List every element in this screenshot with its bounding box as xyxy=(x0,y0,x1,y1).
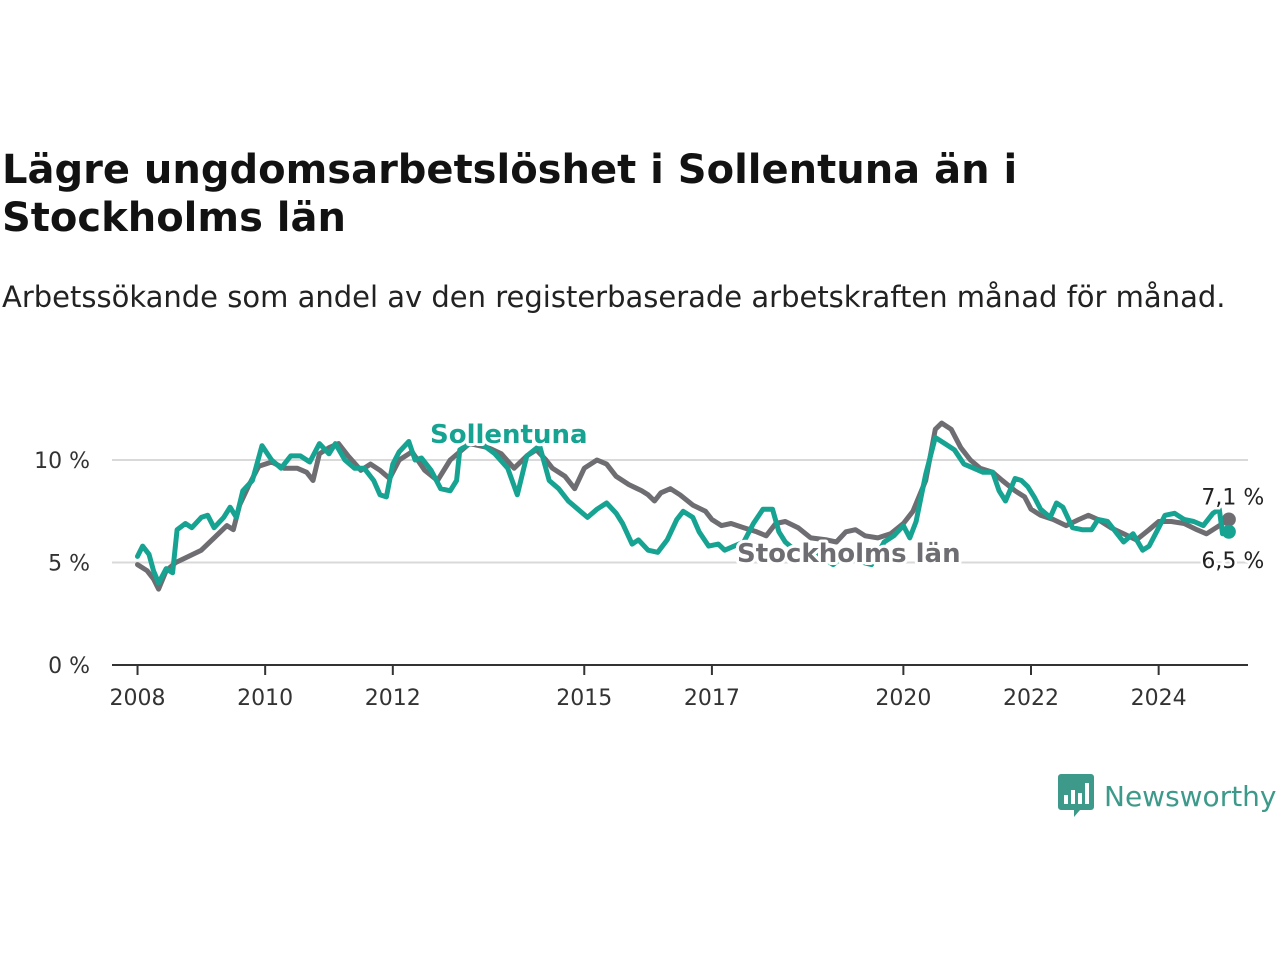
x-axis xyxy=(112,664,1248,675)
newsworthy-logo: Newsworthy xyxy=(1058,774,1277,818)
x-tick-label: 2012 xyxy=(365,686,421,710)
line-chart: 0 % 5 % 10 % 2008 2010 2012 2015 2017 2020 2022 20… xyxy=(34,417,1267,710)
label-layer: 0 % 5 % 10 % 2008 2010 2012 2015 2017 2020 2022 20… xyxy=(34,417,1267,710)
x-tick-label: 2024 xyxy=(1131,686,1187,710)
series-layer xyxy=(135,420,1236,592)
x-tick-label: 2008 xyxy=(110,686,166,710)
end-value-label: 6,5 % xyxy=(1201,549,1264,574)
y-tick-label: 10 % xyxy=(34,449,90,474)
grid-layer xyxy=(112,459,1248,564)
x-tick-label: 2015 xyxy=(556,686,612,710)
series-end-point xyxy=(1221,512,1236,527)
x-tick-label: 2010 xyxy=(237,686,293,710)
x-tick-label: 2020 xyxy=(875,686,931,710)
chart-title: Lägre ungdomsarbetslöshet i Sollentuna ä… xyxy=(2,147,1018,241)
series-label-stockholms-lan: Stockholms län xyxy=(737,539,961,569)
newsworthy-logo-icon xyxy=(1058,774,1094,817)
newsworthy-logo-text: Newsworthy xyxy=(1104,779,1277,813)
y-tick-label: 0 % xyxy=(48,654,90,679)
end-value-label: 7,1 % xyxy=(1201,485,1264,510)
series-end-point xyxy=(1221,524,1236,539)
x-tick-label: 2022 xyxy=(1003,686,1059,710)
x-tick-label: 2017 xyxy=(684,686,740,710)
series-label-sollentuna: Sollentuna xyxy=(430,420,588,450)
series-line-sollentuna xyxy=(135,435,1232,586)
chart-subtitle: Arbetssökande som andel av den registerb… xyxy=(2,280,1226,314)
series-line-stockholms-lan xyxy=(135,420,1232,592)
y-tick-label: 5 % xyxy=(48,552,90,577)
